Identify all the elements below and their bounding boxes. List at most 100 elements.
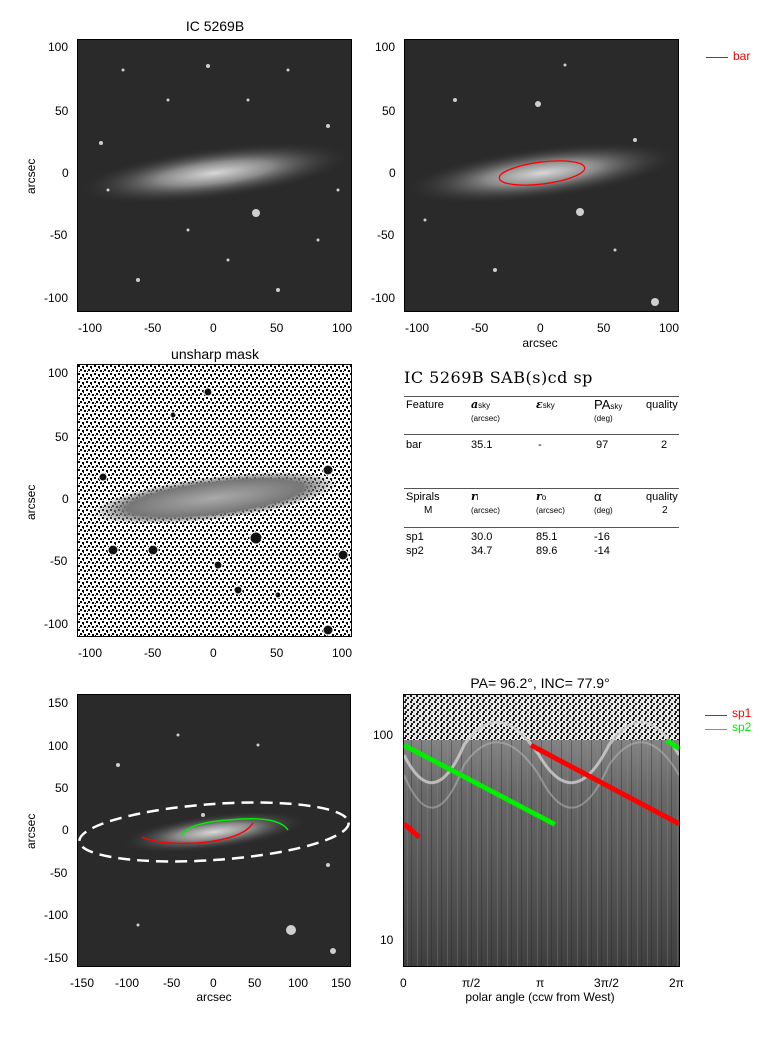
legend-bar-label: bar [733,49,751,63]
x-tick: 50 [270,321,284,335]
x-tick: -50 [144,646,162,660]
x-tick: π/2 [462,976,481,990]
table-rule [404,488,679,489]
header-ro-unit: (arcsec) [536,506,565,515]
x-tick: -100 [405,321,430,335]
header-ri-unit: (arcsec) [471,506,500,515]
legend-sp2-label: sp2 [732,720,752,734]
x-tick: 0 [210,976,217,990]
header-ri: ri [471,490,479,503]
y-axis-label: arcsec [24,158,38,194]
header-alpha: α [594,489,602,504]
galaxy-spiral-fit-image [78,733,350,954]
legend-sp2-line [705,729,727,730]
y-tick: -100 [44,617,69,631]
header-quality-sp-value: 2 [662,505,668,516]
disk-ellipse [78,801,350,863]
x-axis-label: polar angle (ccw from West) [465,990,615,1004]
spiral-row-name: sp2 [406,545,424,557]
spiral-sp1-segment [404,821,421,840]
table-rule [404,434,679,435]
spiral-sp2-segment [665,738,679,751]
header-alpha-unit: (deg) [594,506,613,515]
table-rule [404,527,679,528]
y-tick: 0 [389,166,396,180]
galaxy-image [78,64,351,292]
y-tick: 50 [55,104,69,118]
legend-sp1-line [705,715,727,716]
bar-row-eps: - [538,439,542,451]
spiral-row-alpha: -14 [594,545,610,557]
spiral-row-ri: 30.0 [471,531,493,543]
y-tick: 10 [380,933,394,947]
header-spirals: Spirals [406,491,440,503]
y-tick: -50 [377,228,395,242]
y-tick: -50 [50,554,68,568]
legend-bar-line [706,57,728,58]
x-tick: 100 [332,646,353,660]
x-tick: 0 [537,321,544,335]
x-tick: -150 [70,976,95,990]
y-tick: 0 [62,492,69,506]
x-tick: 100 [659,321,680,335]
y-tick: 100 [375,40,396,54]
header-quality: quality [646,399,678,411]
x-tick: 0 [210,646,217,660]
header-a-unit: (arcsec) [471,414,500,423]
spiral-sp1-curve [141,822,254,845]
y-tick: 100 [48,40,69,54]
y-tick: 0 [62,166,69,180]
x-tick: 50 [597,321,611,335]
spiral-row-ri: 34.7 [471,545,493,557]
spiral-row-alpha: -16 [594,531,610,543]
y-axis-label: arcsec [24,813,38,849]
x-tick: -100 [78,646,103,660]
y-tick: 100 [48,366,69,380]
x-tick: π [536,976,545,990]
header-ro: ro [536,490,547,503]
y-tick: 50 [55,781,69,795]
x-tick: -100 [78,321,103,335]
x-tick: -50 [471,321,489,335]
galaxy-bar-image-panel [404,39,679,312]
bar-row-a: 35.1 [471,439,493,451]
legend-sp1-label: sp1 [732,706,752,720]
y-tick: -50 [50,866,68,880]
spiral-row-ro: 85.1 [536,531,558,543]
y-tick: 150 [48,696,69,710]
x-axis-label: arcsec [522,336,558,350]
x-tick: 2π [669,976,684,990]
y-tick: 50 [55,430,69,444]
header-quality-sp: quality [646,491,678,503]
galaxy-image-bar [405,63,678,306]
unsharp-mask-panel [77,364,352,637]
x-tick: 3π/2 [594,976,619,990]
y-tick: 100 [373,728,394,742]
polar-log-panel [403,694,680,967]
x-axis-label: arcsec [196,990,232,1004]
spiral-segments [404,738,679,840]
x-tick: 100 [288,976,309,990]
header-m: M [424,505,433,516]
x-tick: 150 [331,976,352,990]
panel-title-unsharp: unsharp mask [171,346,259,362]
galaxy-spiral-fit-panel [77,694,351,967]
y-tick: 0 [62,823,69,837]
spiral-sp2-curve [181,818,289,836]
spiral-row-ro: 89.6 [536,545,558,557]
panel-title-pa-inc: PA= 96.2°, INC= 77.9° [470,675,610,691]
y-tick: -100 [44,908,69,922]
header-a: asky [471,398,491,411]
y-axis-label: arcsec [24,484,38,520]
y-tick: -100 [371,291,396,305]
x-tick: 50 [270,646,284,660]
spiral-sp2-segment [404,743,557,827]
bar-row-pa: 97 [596,439,609,451]
x-tick: 0 [400,976,407,990]
bar-row-feature: bar [406,439,422,451]
x-tick: -100 [115,976,140,990]
table-rule [404,396,679,397]
x-tick: 50 [248,976,262,990]
x-tick: -50 [144,321,162,335]
y-tick: 100 [48,739,69,753]
